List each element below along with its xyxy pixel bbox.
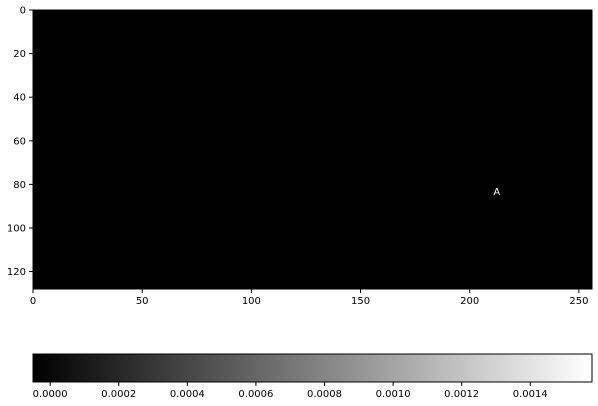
y-tick-label: 120: [7, 267, 26, 278]
x-tick-label: 0: [30, 296, 36, 307]
colorbar-ticks: 0.0000 0.0002 0.0004 0.0006 0.0008 0.0010 0.00…: [33, 382, 548, 400]
image-axes: A 0 50 100 150 200 250 0 20 40 60 80 100 120: [7, 6, 593, 307]
image-background: [33, 10, 592, 289]
x-tick-label: 150: [351, 296, 370, 307]
colorbar-tick-label: 0.0006: [238, 389, 273, 400]
image-letter-glyph: A: [493, 187, 500, 198]
x-tick-label: 200: [460, 296, 479, 307]
y-tick-label: 0: [20, 6, 26, 17]
y-tick-label: 20: [13, 49, 26, 60]
colorbar-gradient: [33, 354, 592, 382]
image-axes-frame: [32, 9, 593, 290]
colorbar-tick-label: 0.0002: [101, 389, 136, 400]
colorbar-tick-label: 0.0004: [170, 389, 205, 400]
y-axis-ticks: 0 20 40 60 80 100 120: [7, 6, 33, 278]
colorbar-tick-label: 0.0010: [376, 389, 411, 400]
y-tick-label: 80: [13, 180, 26, 191]
x-tick-label: 50: [136, 296, 149, 307]
colorbar-tick-label: 0.0014: [513, 389, 548, 400]
y-tick-label: 40: [13, 93, 26, 104]
colorbar-tick-label: 0.0000: [33, 389, 68, 400]
colorbar-tick-label: 0.0008: [307, 389, 342, 400]
y-tick-label: 60: [13, 136, 26, 147]
y-tick-label: 100: [7, 223, 26, 234]
x-tick-label: 100: [242, 296, 261, 307]
colorbar: 0.0000 0.0002 0.0004 0.0006 0.0008 0.0010 0.00…: [32, 353, 593, 400]
colorbar-frame: [32, 353, 593, 383]
x-axis-ticks: 0 50 100 150 200 250: [30, 289, 588, 307]
x-tick-label: 250: [569, 296, 588, 307]
colorbar-tick-label: 0.0012: [444, 389, 479, 400]
